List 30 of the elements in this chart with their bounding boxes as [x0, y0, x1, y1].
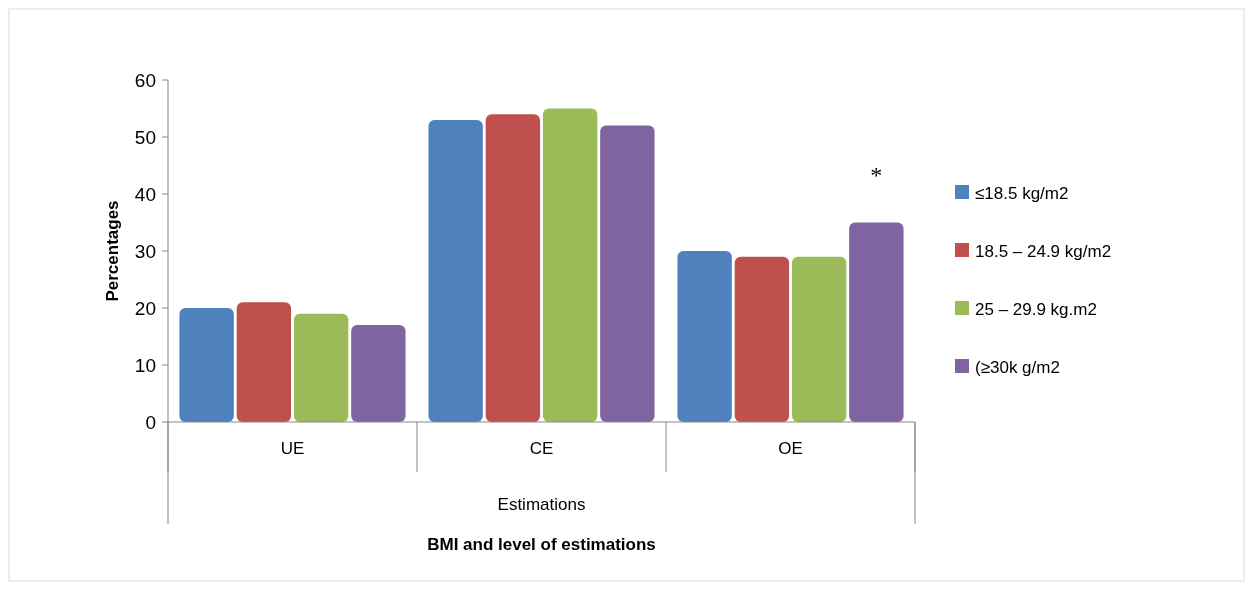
- text: Estimations: [497, 495, 586, 514]
- bar: [849, 222, 904, 422]
- legend-label: (≥30k g/m2: [975, 357, 1060, 377]
- bar: [351, 325, 406, 422]
- bar: [542, 108, 598, 422]
- bar: [293, 313, 349, 422]
- y-tick-label: 40: [134, 183, 156, 205]
- bar: [791, 256, 847, 422]
- y-tick-label: 10: [134, 354, 156, 376]
- y-tick-label: 60: [134, 69, 156, 91]
- bar: [600, 125, 655, 422]
- annotation: *: [870, 161, 883, 188]
- x-axis-title: BMI and level of estimations: [427, 535, 656, 554]
- bar: [677, 251, 732, 422]
- y-tick-label: 0: [145, 411, 156, 433]
- bar: [734, 256, 790, 422]
- x-tick-label: CE: [529, 439, 554, 458]
- legend-label: 25 – 29.9 kg.m2: [975, 299, 1097, 319]
- y-tick-label: 30: [134, 240, 156, 262]
- y-tick-label: 50: [134, 126, 156, 148]
- bar: [236, 302, 292, 422]
- legend-label: 18.5 – 24.9 kg/m2: [975, 241, 1112, 261]
- x-tick-label: UE: [280, 439, 305, 458]
- y-axis-title: Percentages: [103, 200, 122, 302]
- bar: [428, 119, 483, 422]
- y-tick-label: 20: [134, 297, 156, 319]
- legend-label: ≤18.5 kg/m2: [975, 183, 1069, 203]
- bar: [179, 308, 234, 422]
- x-tick-label: OE: [778, 439, 803, 458]
- bar: [485, 114, 541, 422]
